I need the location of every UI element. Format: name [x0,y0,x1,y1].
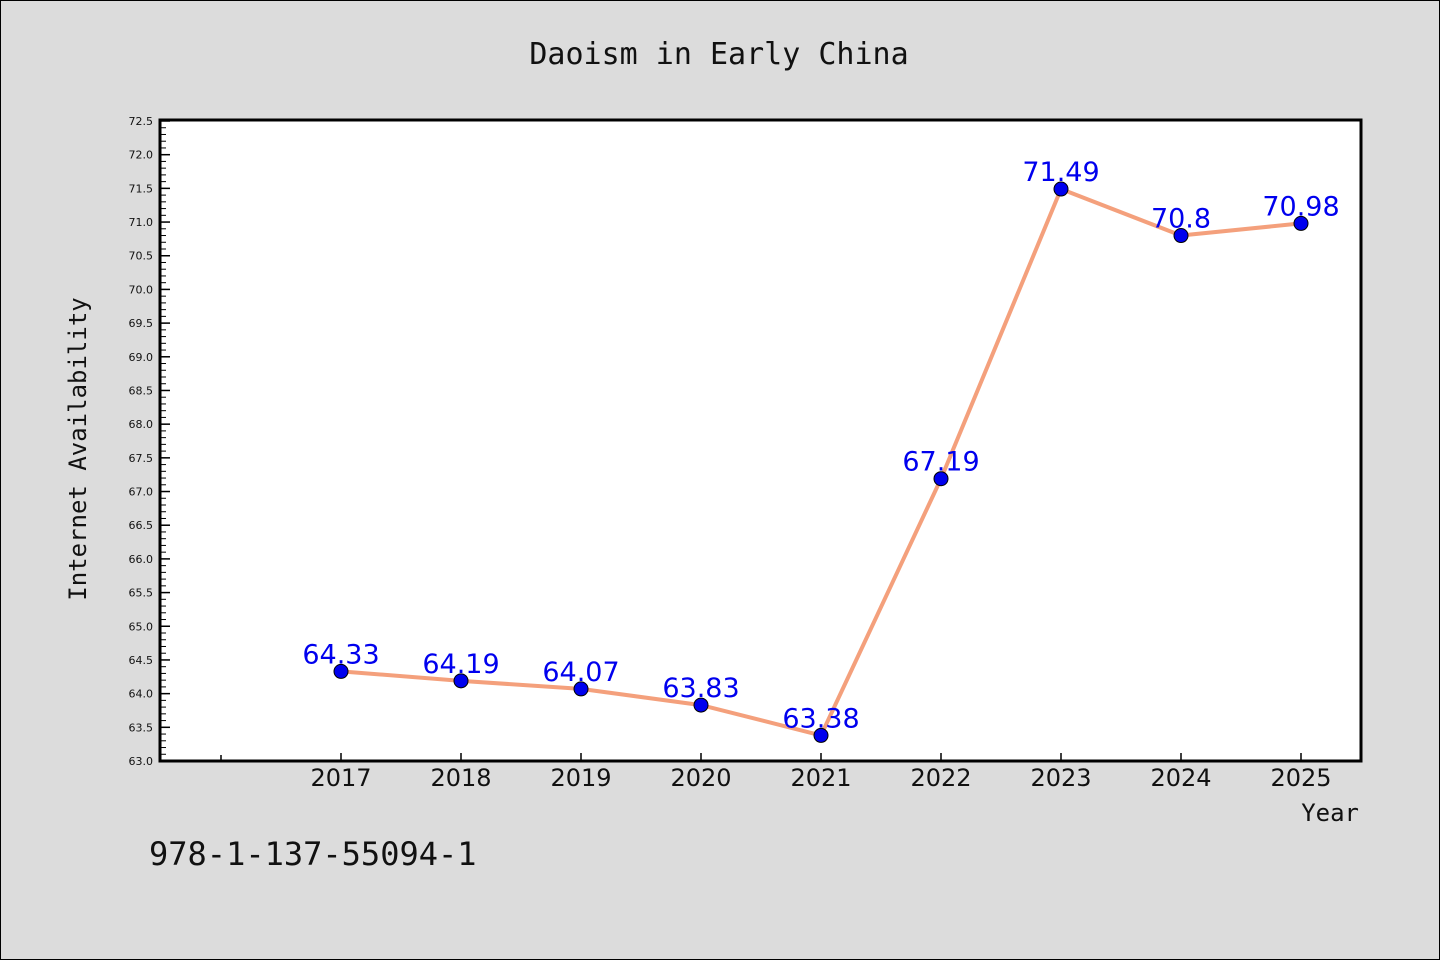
data-point [573,681,589,697]
y-tick-label: 68.5 [129,384,154,397]
data-label: 64.19 [422,649,499,680]
series-layer: 64.33 64.19 64.07 63.83 63.38 67.19 71.49 70.8 7… [302,157,1340,743]
y-tick-label: 71.5 [129,182,154,195]
x-tick-label: 2025 [1270,764,1331,792]
y-tick-label: 67.5 [129,452,154,465]
y-tick-label: 71.0 [129,216,154,229]
data-point [333,663,349,679]
data-point [1173,228,1189,244]
data-label: 64.33 [302,639,379,670]
y-axis-ticks: 63.0 63.5 64.0 64.5 65.0 65.5 66.0 66.5 67.0 67.5… [129,115,170,768]
x-tick-label: 2020 [670,764,731,792]
x-tick-label: 2017 [310,764,371,792]
x-axis-ticks: 2017 2018 2019 2020 2021 2022 2023 2024 2025 [220,753,1332,792]
data-label: 67.19 [902,447,979,478]
x-tick-label: 2021 [790,764,851,792]
data-label: 71.49 [1022,157,1099,188]
y-tick-label: 66.5 [129,519,154,532]
data-point [933,471,949,487]
y-tick-label: 63.0 [129,755,154,768]
isbn-footnote: 978-1-137-55094-1 [149,835,477,873]
data-label: 63.83 [662,673,739,704]
x-tick-label: 2022 [910,764,971,792]
data-point [1053,181,1069,197]
y-tick-label: 67.0 [129,486,154,499]
y-tick-label: 64.0 [129,688,154,701]
y-tick-label: 69.0 [129,351,154,364]
x-tick-label: 2023 [1030,764,1091,792]
data-point [453,673,469,689]
y-tick-label: 63.5 [129,721,154,734]
x-tick-label: 2024 [1150,764,1211,792]
y-tick-label: 65.5 [129,587,154,600]
y-axis-label: Internet Availability [64,297,92,600]
y-tick-label: 72.0 [129,149,154,162]
data-point [1293,215,1309,231]
y-tick-label: 72.5 [129,115,154,128]
data-point [693,697,709,713]
x-tick-label: 2018 [430,764,491,792]
data-label: 63.38 [782,703,859,734]
data-point [813,727,829,743]
y-tick-label: 70.5 [129,250,154,263]
x-axis-label: Year [1301,799,1359,827]
data-label: 70.98 [1262,191,1339,222]
y-tick-label: 64.5 [129,654,154,667]
x-tick-label: 2019 [550,764,611,792]
data-label: 70.8 [1151,204,1211,235]
y-tick-label: 66.0 [129,553,154,566]
y-tick-label: 70.0 [129,283,154,296]
y-tick-label: 65.0 [129,620,154,633]
data-label: 64.07 [542,657,619,688]
y-tick-label: 69.5 [129,317,154,330]
chart-title: Daoism in Early China [529,37,908,72]
y-tick-label: 68.0 [129,418,154,431]
